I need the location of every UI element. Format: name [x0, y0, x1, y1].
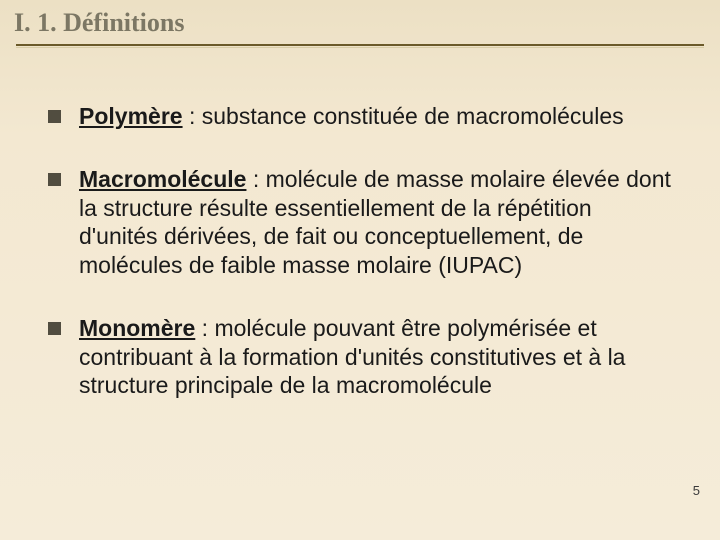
term-label: Monomère: [79, 315, 195, 341]
list-item: Monomère : molécule pouvant être polymér…: [48, 314, 672, 400]
page-title: I. 1. Définitions: [14, 8, 706, 38]
definition-body: : substance constituée de macromolécules: [183, 103, 624, 129]
square-bullet-icon: [48, 110, 61, 123]
title-block: I. 1. Définitions: [0, 0, 720, 48]
definition-text: Monomère : molécule pouvant être polymér…: [79, 314, 672, 400]
page-number: 5: [693, 483, 700, 498]
term-label: Macromolécule: [79, 166, 246, 192]
slide: I. 1. Définitions Polymère : substance c…: [0, 0, 720, 540]
content-area: Polymère : substance constituée de macro…: [0, 48, 720, 400]
square-bullet-icon: [48, 322, 61, 335]
square-bullet-icon: [48, 173, 61, 186]
term-label: Polymère: [79, 103, 183, 129]
divider-dark: [16, 44, 704, 46]
list-item: Polymère : substance constituée de macro…: [48, 102, 672, 131]
list-item: Macromolécule : molécule de masse molair…: [48, 165, 672, 280]
definition-text: Polymère : substance constituée de macro…: [79, 102, 624, 131]
definition-text: Macromolécule : molécule de masse molair…: [79, 165, 672, 280]
